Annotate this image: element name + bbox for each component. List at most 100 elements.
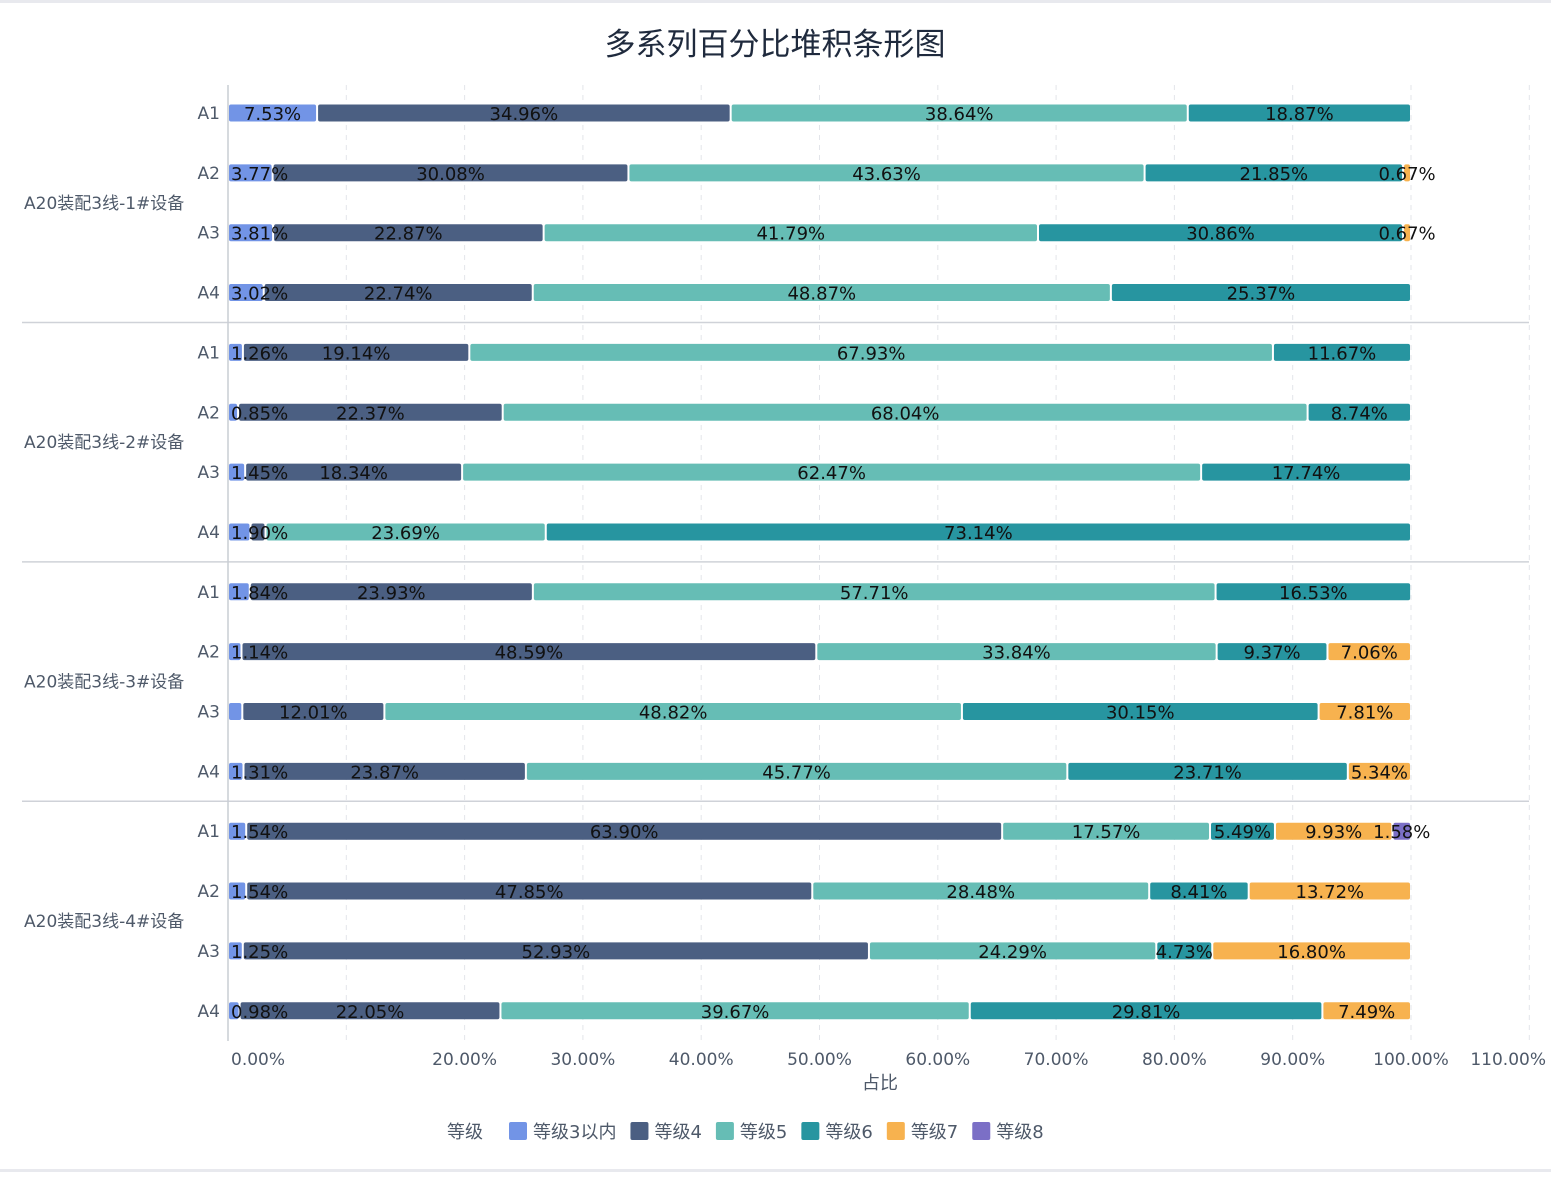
bar-segment-等级5[interactable] [731,104,1187,122]
data-label: 57.71% [840,583,909,604]
bar-segment-等级5[interactable] [266,523,545,541]
bar-segment-等级3以内[interactable] [229,224,273,242]
bar-segment-等级3以内[interactable] [229,762,243,780]
legend-item[interactable]: 等级8 [972,1122,1044,1143]
data-label: 3.77% [231,164,288,185]
bar-segment-等级5[interactable] [503,403,1307,421]
bar-segment-等级3以内[interactable] [229,463,245,481]
bar-segment-等级5[interactable] [629,164,1144,182]
bar-segment-等级3以内[interactable] [229,703,242,720]
bar-segment-等级6[interactable] [1202,463,1410,481]
bar-segment-等级4[interactable] [247,882,812,900]
data-label: 22.05% [336,1002,405,1023]
bar-segment-等级7[interactable] [1249,882,1410,900]
legend-swatch [972,1122,991,1140]
bar-segment-等级5[interactable] [385,703,961,720]
bar-segment-等级5[interactable] [501,1002,969,1020]
bar-segment-等级3以内[interactable] [229,882,246,900]
bar-segment-等级5[interactable] [817,643,1216,661]
bar-segment-等级7[interactable] [1213,942,1410,960]
bar-segment-等级6[interactable] [1211,822,1274,840]
legend-item[interactable]: 等级3以内 [509,1122,616,1143]
bar-segment-等级4[interactable] [239,403,502,421]
bar-segment-等级5[interactable] [1003,822,1210,840]
y-tick-label: A4 [198,284,220,304]
bar-segment-等级5[interactable] [533,284,1110,302]
bar-segment-等级3以内[interactable] [229,1002,239,1020]
bar-segment-等级4[interactable] [243,343,469,361]
bar-segment-等级6[interactable] [1216,583,1411,601]
bar-segment-等级5[interactable] [526,762,1067,780]
data-label: 45.77% [762,762,831,783]
bar-segment-等级3以内[interactable] [229,583,249,601]
bar-segment-等级6[interactable] [1068,762,1347,780]
y-tick-label: A1 [198,343,220,363]
data-label: 62.47% [797,463,866,484]
bar-segment-等级3以内[interactable] [229,822,246,840]
data-label: 7.53% [244,104,301,125]
legend-swatch [801,1122,820,1140]
bar-segment-等级4[interactable] [243,942,868,960]
data-label: 5.49% [1214,822,1271,843]
bar-segment-等级6[interactable] [1111,284,1410,302]
y-tick-label: A4 [198,762,220,782]
bar-segment-等级3以内[interactable] [229,942,242,960]
bar-segment-等级5[interactable] [869,942,1156,960]
bar-segment-等级7[interactable] [1275,822,1392,840]
bar-segment-等级6[interactable] [1308,403,1410,421]
bar-segment-等级6[interactable] [962,703,1318,720]
bar-segment-等级3以内[interactable] [229,523,250,541]
bar-segment-等级8[interactable] [1393,822,1411,840]
bar-segment-等级4[interactable] [240,1002,500,1020]
legend-item[interactable]: 等级4 [630,1122,702,1143]
data-label: 22.74% [364,284,433,305]
bar-segment-等级5[interactable] [463,463,1201,481]
bar-segment-等级6[interactable] [1150,882,1248,900]
data-label: 7.49% [1338,1002,1395,1023]
bar-segment-等级7[interactable] [1328,643,1410,661]
legend-item[interactable]: 等级6 [801,1122,873,1143]
bar-segment-等级7[interactable] [1348,762,1410,780]
bar-segment-等级6[interactable] [1188,104,1410,122]
bar-segment-等级6[interactable] [1039,224,1403,242]
bar-segment-等级5[interactable] [470,343,1272,361]
x-tick-label: 40.00% [669,1050,734,1070]
bar-segment-等级4[interactable] [251,523,265,541]
bar-segment-等级3以内[interactable] [229,164,272,182]
bar-segment-等级4[interactable] [242,643,816,661]
data-label: 68.04% [871,403,940,424]
bar-segment-等级6[interactable] [1157,942,1212,960]
legend-item[interactable]: 等级7 [886,1122,958,1143]
bar-segment-等级4[interactable] [244,762,525,780]
bar-segment-等级4[interactable] [273,164,628,182]
bar-segment-等级4[interactable] [264,284,532,302]
bar-segment-等级3以内[interactable] [229,104,317,122]
data-label: 48.87% [787,284,856,305]
bar-segment-等级4[interactable] [246,463,462,481]
bar-segment-等级6[interactable] [1217,643,1327,661]
bar-segment-等级7[interactable] [1404,164,1410,182]
bar-segment-等级6[interactable] [1273,343,1410,361]
bar-segment-等级3以内[interactable] [229,284,263,302]
bar-segment-等级4[interactable] [274,224,543,242]
bar-segment-等级3以内[interactable] [229,403,238,421]
bar-segment-等级5[interactable] [533,583,1215,601]
bar-segment-等级3以内[interactable] [229,643,241,661]
bar-segment-等级7[interactable] [1319,703,1410,720]
bar-segment-等级6[interactable] [970,1002,1322,1020]
bar-segment-等级7[interactable] [1323,1002,1410,1020]
bar-segment-等级6[interactable] [1145,164,1403,182]
bar-segment-等级4[interactable] [243,703,384,720]
data-label: 34.96% [490,104,559,125]
bar-segment-等级4[interactable] [247,822,1002,840]
bar-segment-等级7[interactable] [1404,224,1410,242]
bar-segment-等级4[interactable] [318,104,730,122]
legend-item[interactable]: 等级5 [715,1122,787,1143]
bar-segment-等级5[interactable] [813,882,1149,900]
bar-segment-等级5[interactable] [544,224,1038,242]
x-tick-label: 60.00% [905,1050,970,1070]
bar-segment-等级6[interactable] [546,523,1410,541]
data-label: 5.34% [1351,762,1408,783]
bar-segment-等级3以内[interactable] [229,343,242,361]
bar-segment-等级4[interactable] [250,583,532,601]
